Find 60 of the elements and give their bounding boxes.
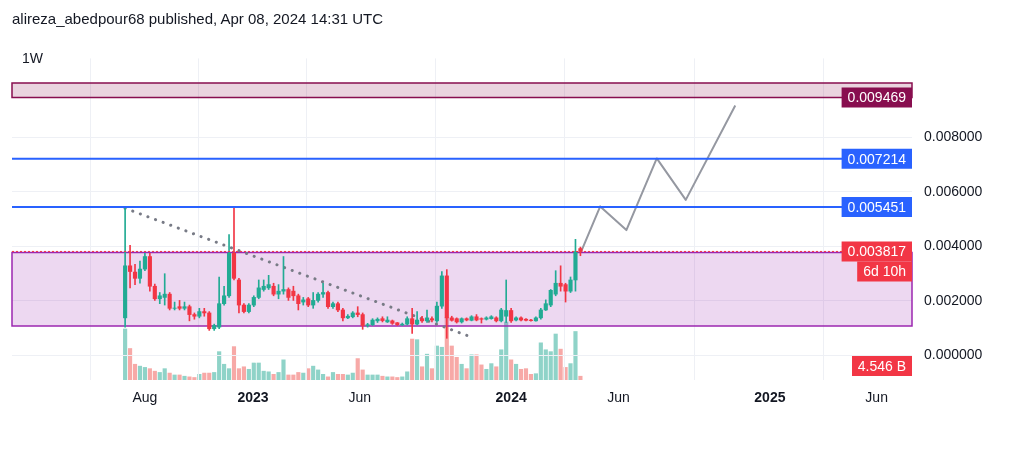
bar [177,374,182,380]
y-tick-label: 0.004000 [924,237,983,254]
band-label: 0.009469 [847,89,907,106]
bar [187,376,192,380]
x-tick-label: Jun [348,389,372,406]
bar [202,372,207,380]
bar [469,354,474,380]
bar [380,375,385,380]
chart-title: 1W [22,50,43,66]
y-tick-label: 0.002000 [924,291,983,308]
bar [271,374,276,380]
bar [464,368,469,380]
x-tick-label: Aug [132,389,158,406]
bar [429,368,435,380]
annotation: 4.546 B [851,356,912,376]
bar [523,368,529,380]
bar [459,363,464,380]
bar [415,339,420,380]
ref-line-label: 0.003817 [847,243,907,260]
bar [518,368,524,380]
ref-line-label: 0.005451 [847,198,907,215]
bar [127,348,133,380]
x-tick-label: 2023 [237,389,269,406]
bar [419,366,425,380]
bar [162,368,167,380]
y-tick-label: 0.006000 [924,182,983,199]
x-tick-label: Jun [607,389,630,406]
y-tick-label: 0.000000 [924,346,983,363]
bar [340,374,345,380]
x-tick-label: 2025 [754,389,786,406]
bar [167,372,172,380]
annotation: 6d 10h [863,263,907,280]
bar [330,372,336,380]
bar [301,372,306,380]
ref-line-label: 0.007214 [847,150,907,167]
bar [311,365,316,380]
bar [509,359,514,380]
bar [231,346,237,380]
bar [553,333,558,380]
bar [182,375,187,380]
bar [286,374,291,380]
x-tick-label: Jun [865,389,888,406]
bar [137,365,143,380]
bar [424,353,430,380]
bar [439,346,444,380]
chart-subtitle: alireza_abedpour68 published, Apr 08, 2024 14:31 UTC [12,10,384,27]
bar [172,374,177,380]
bar [226,368,232,380]
bar [142,367,147,380]
bar [578,375,583,380]
bar [410,338,415,380]
bar [266,371,271,380]
bar [241,366,246,380]
x-tick-label: 2024 [495,389,527,406]
bar [152,370,157,380]
bar [350,372,355,380]
y-tick-label: 0.008000 [924,128,983,145]
bar [494,366,499,380]
bar [514,363,519,380]
bar [123,328,128,380]
